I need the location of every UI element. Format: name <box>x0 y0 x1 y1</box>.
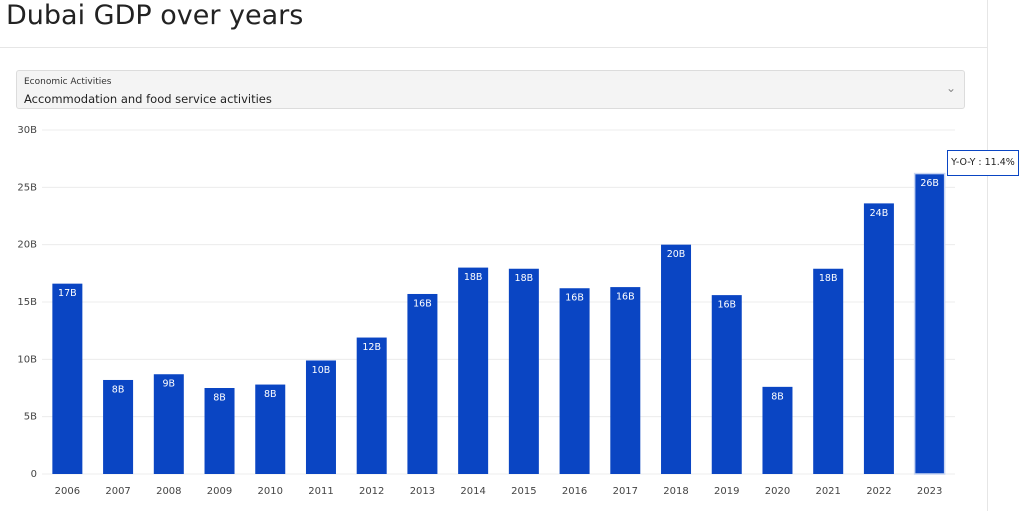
bar[interactable] <box>204 388 235 474</box>
y-tick-label: 10B <box>17 354 37 365</box>
value-label: 24B <box>870 208 889 219</box>
dropdown-value: Accommodation and food service activitie… <box>24 92 272 106</box>
x-tick-label: 2009 <box>207 486 232 497</box>
x-tick-label: 2023 <box>917 486 942 497</box>
activity-dropdown[interactable]: Economic Activities Accommodation and fo… <box>16 70 965 109</box>
tooltip: Y-O-Y : 11.4% <box>947 150 1019 176</box>
value-label: 20B <box>667 249 686 260</box>
y-tick-label: 20B <box>17 240 37 251</box>
x-tick-label: 2020 <box>765 486 790 497</box>
value-label: 12B <box>362 342 381 353</box>
value-label: 9B <box>163 379 176 390</box>
value-label: 18B <box>819 273 838 284</box>
x-tick-label: 2019 <box>714 486 739 497</box>
dropdown-label: Economic Activities <box>24 77 112 87</box>
x-tick-label: 2006 <box>55 486 80 497</box>
x-tick-label: 2017 <box>613 486 638 497</box>
bar[interactable] <box>711 295 742 474</box>
x-tick-label: 2010 <box>258 486 283 497</box>
bar[interactable] <box>813 268 844 474</box>
x-tick-label: 2014 <box>460 486 485 497</box>
y-tick-label: 5B <box>24 412 37 423</box>
chart: 0 5B 10B 15B 20B 25B 30B 2006 17B 2007 8B 2008 9B 200… <box>17 125 955 497</box>
y-tick-label: 25B <box>17 182 37 193</box>
value-label: 26B <box>920 178 939 189</box>
bar[interactable] <box>863 203 894 475</box>
y-tick-label: 30B <box>17 125 37 136</box>
x-tick-label: 2007 <box>105 486 130 497</box>
x-tick-label: 2021 <box>815 486 840 497</box>
bar[interactable] <box>458 267 489 474</box>
divider <box>0 47 987 48</box>
value-label: 17B <box>58 288 77 299</box>
bar[interactable] <box>762 386 793 474</box>
x-tick-label: 2022 <box>866 486 891 497</box>
bar[interactable] <box>356 337 387 474</box>
y-tick-label: 0 <box>31 469 37 480</box>
value-label: 16B <box>717 300 736 311</box>
bar[interactable] <box>255 384 286 474</box>
bar[interactable] <box>508 268 539 474</box>
panel-edge <box>987 0 988 511</box>
dropdown-chevron: ⌄ <box>945 81 956 95</box>
bar[interactable] <box>153 374 184 474</box>
bar[interactable] <box>913 172 946 475</box>
value-label: 8B <box>771 391 784 402</box>
page-title: Dubai GDP over years <box>6 0 304 31</box>
bar[interactable] <box>610 287 641 474</box>
bar[interactable] <box>103 379 134 474</box>
x-tick-label: 2013 <box>410 486 435 497</box>
value-label: 18B <box>515 273 534 284</box>
bar[interactable] <box>407 293 438 474</box>
bar[interactable] <box>52 283 83 474</box>
x-tick-label: 2008 <box>156 486 181 497</box>
x-tick-label: 2012 <box>359 486 384 497</box>
x-tick-label: 2018 <box>663 486 688 497</box>
value-label: 8B <box>264 389 277 400</box>
x-tick-label: 2015 <box>511 486 536 497</box>
bar[interactable] <box>305 360 336 474</box>
value-label: 18B <box>464 272 483 283</box>
value-label: 16B <box>413 298 432 309</box>
x-tick-label: 2016 <box>562 486 587 497</box>
value-label: 10B <box>312 365 331 376</box>
value-label: 16B <box>616 292 635 303</box>
value-label: 8B <box>213 393 226 404</box>
bar[interactable] <box>559 288 590 474</box>
value-label: 16B <box>565 293 584 304</box>
x-tick-label: 2011 <box>308 486 333 497</box>
value-label: 8B <box>112 384 125 395</box>
bar[interactable] <box>661 244 692 474</box>
y-tick-label: 15B <box>17 297 37 308</box>
